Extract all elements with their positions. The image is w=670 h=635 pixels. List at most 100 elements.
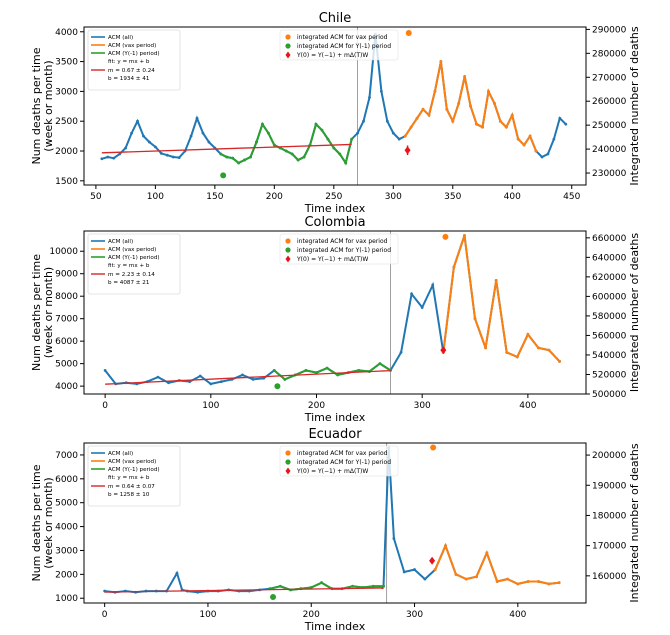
legend-fit-b: b = 1934 ± 41 bbox=[108, 76, 150, 82]
integrated-ym1-marker bbox=[270, 593, 277, 600]
data-point bbox=[362, 119, 365, 123]
y-tick-label: 3000 bbox=[55, 546, 78, 556]
data-point bbox=[558, 360, 561, 363]
data-point bbox=[304, 368, 308, 372]
legend-right-ym1-swatch bbox=[285, 459, 291, 465]
data-point bbox=[207, 140, 211, 144]
data-point bbox=[473, 317, 477, 321]
data-point bbox=[433, 89, 437, 93]
x-tick-label: 400 bbox=[509, 610, 526, 620]
data-point bbox=[118, 152, 122, 156]
data-point bbox=[171, 155, 175, 159]
y2-tick-label: 560000 bbox=[592, 331, 627, 341]
data-point bbox=[283, 377, 287, 381]
legend-right-vax: integrated ACM for vax period bbox=[297, 450, 388, 457]
y2-axis-label: Integrated number of deaths bbox=[628, 26, 641, 185]
y-tick-label: 7000 bbox=[55, 451, 78, 461]
series-line bbox=[434, 542, 560, 585]
data-point bbox=[198, 374, 202, 378]
x-tick-label: 300 bbox=[406, 610, 423, 620]
data-point bbox=[296, 158, 300, 162]
data-point bbox=[421, 107, 425, 111]
x-tick-label: 0 bbox=[102, 401, 108, 411]
y2-tick-label: 600000 bbox=[592, 292, 627, 302]
data-point bbox=[225, 155, 229, 159]
y2-tick-label: 160000 bbox=[592, 572, 627, 582]
data-point bbox=[175, 571, 179, 575]
legend-right-y0: Y(0) = Y(−1) + mΔ(T)W bbox=[296, 52, 368, 59]
data-point bbox=[167, 381, 170, 385]
data-point bbox=[165, 153, 169, 157]
legend-entry-all: ACM (all) bbox=[108, 239, 133, 245]
data-point bbox=[463, 234, 466, 237]
data-point bbox=[382, 584, 385, 588]
legend-entry-all: ACM (all) bbox=[108, 451, 133, 457]
x-tick-label: 200 bbox=[308, 401, 325, 411]
integrated-vax-marker bbox=[430, 444, 437, 451]
data-point bbox=[457, 101, 461, 105]
data-point bbox=[537, 346, 540, 350]
y-tick-label: 5000 bbox=[55, 360, 78, 370]
data-point bbox=[451, 119, 455, 123]
legend-entry-vax: ACM (vax period) bbox=[108, 247, 156, 253]
integrated-vax-marker bbox=[442, 233, 449, 240]
chart-title: Chile bbox=[319, 11, 352, 26]
data-point bbox=[188, 380, 192, 384]
legend-right-ym1-swatch bbox=[285, 43, 291, 49]
y-tick-label: 2500 bbox=[55, 117, 78, 127]
plot-frame bbox=[83, 26, 587, 186]
data-point bbox=[534, 149, 538, 153]
y-tick-label: 4000 bbox=[55, 28, 78, 38]
data-point bbox=[546, 152, 550, 156]
y2-tick-label: 500000 bbox=[592, 390, 627, 400]
data-point bbox=[557, 581, 561, 585]
legend-left-box bbox=[87, 445, 181, 507]
data-point bbox=[142, 134, 145, 138]
y2-tick-label: 620000 bbox=[592, 273, 627, 283]
legend-fit-title: fit: y = mx + b bbox=[108, 475, 150, 481]
y2-tick-label: 520000 bbox=[592, 370, 627, 380]
data-point bbox=[505, 351, 509, 354]
legend-fit-title: fit: y = mx + b bbox=[108, 263, 150, 269]
data-point bbox=[368, 95, 371, 99]
data-point bbox=[272, 143, 276, 147]
legend-fit-m: m = 0.67 ± 0.24 bbox=[108, 68, 155, 74]
data-point bbox=[413, 568, 416, 571]
data-point bbox=[284, 149, 288, 153]
y-tick-label: 3500 bbox=[55, 58, 78, 68]
data-point bbox=[402, 570, 406, 574]
y-tick-label: 3000 bbox=[55, 87, 78, 97]
y2-axis-label: Integrated number of deaths bbox=[628, 443, 641, 602]
legend-right-vax-swatch bbox=[285, 34, 291, 40]
y-tick-label: 1500 bbox=[55, 177, 78, 187]
x-tick-label: 100 bbox=[147, 192, 164, 202]
data-point bbox=[209, 382, 213, 386]
legend-right-y0-swatch bbox=[285, 467, 291, 475]
chart-panel-colombia: Colombia 0 100 200 300 400 4000 5000 6000 7000 800… bbox=[30, 215, 641, 424]
x-tick-label: 100 bbox=[199, 610, 216, 620]
legend-fit-b: b = 4087 ± 21 bbox=[108, 280, 150, 286]
y2-tick-label: 180000 bbox=[592, 511, 627, 521]
fit-line bbox=[101, 143, 352, 154]
legend-right-vax: integrated ACM for vax period bbox=[297, 238, 388, 245]
legend-fit-b: b = 1258 ± 10 bbox=[108, 492, 150, 498]
y-tick-label: 8000 bbox=[55, 292, 78, 302]
data-point bbox=[485, 551, 489, 555]
y2-tick-label: 170000 bbox=[592, 542, 627, 552]
data-point bbox=[475, 575, 478, 579]
y2-tick-label: 540000 bbox=[592, 351, 627, 361]
data-point bbox=[350, 137, 354, 141]
x-tick-label: 400 bbox=[504, 192, 521, 202]
data-point bbox=[255, 140, 258, 144]
data-point bbox=[528, 134, 532, 138]
legend-fit-m: m = 0.64 ± 0.07 bbox=[108, 484, 155, 490]
data-point bbox=[552, 137, 556, 141]
data-point bbox=[452, 265, 456, 269]
data-point bbox=[338, 152, 342, 156]
legend-right-y0-swatch bbox=[285, 51, 291, 59]
data-point bbox=[392, 537, 396, 540]
fit-line bbox=[105, 369, 391, 385]
data-point bbox=[463, 75, 467, 78]
y2-tick-label: 260000 bbox=[592, 97, 627, 107]
data-point bbox=[320, 581, 323, 585]
